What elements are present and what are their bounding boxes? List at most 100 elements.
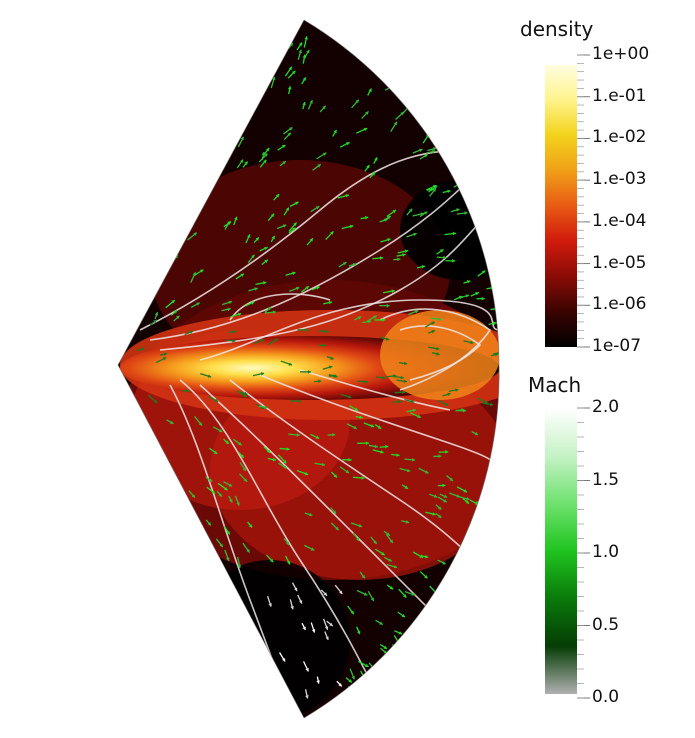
- density-tick-label: 1.e-03: [592, 169, 647, 190]
- velocity-arrow-head: [394, 66, 398, 71]
- mach-tick-label: 1.5: [592, 469, 620, 490]
- velocity-arrow-head: [403, 361, 408, 366]
- velocity-arrow-head: [443, 494, 448, 498]
- velocity-arrow-head: [489, 580, 494, 584]
- velocity-arrow: [497, 162, 500, 168]
- velocity-arrow-head: [442, 561, 446, 565]
- velocity-arrow-head: [291, 70, 296, 75]
- mach-colorbar-ticks: [577, 407, 590, 699]
- velocity-arrow: [399, 671, 408, 681]
- velocity-arrow: [213, 169, 217, 179]
- velocity-arrow-head: [264, 246, 268, 251]
- velocity-arrow-head: [354, 407, 358, 411]
- velocity-arrow: [194, 687, 197, 699]
- velocity-arrow-head: [465, 294, 469, 298]
- velocity-arrow-head: [433, 494, 438, 498]
- velocity-arrow-head: [330, 231, 334, 235]
- velocity-arrow-head: [349, 693, 353, 697]
- velocity-arrow-head: [373, 315, 377, 319]
- velocity-arrow-head: [199, 269, 204, 273]
- velocity-arrow: [120, 604, 125, 614]
- velocity-arrow-head: [270, 213, 275, 218]
- velocity-arrow-head: [302, 77, 306, 81]
- velocity-arrow-head: [250, 68, 254, 73]
- velocity-arrow-head: [438, 317, 442, 322]
- velocity-arrow-head: [305, 667, 309, 672]
- velocity-arrow-head: [210, 170, 214, 174]
- velocity-arrow: [129, 284, 133, 297]
- velocity-arrow-head: [168, 696, 172, 700]
- velocity-arrow-head: [484, 400, 488, 404]
- velocity-arrow-head: [443, 255, 447, 260]
- velocity-arrow-head: [460, 180, 464, 185]
- velocity-arrow: [483, 647, 491, 657]
- velocity-arrow-head: [193, 695, 198, 699]
- velocity-arrow: [402, 34, 409, 44]
- velocity-arrow-head: [225, 440, 229, 444]
- velocity-arrow-head: [170, 557, 175, 561]
- velocity-arrow-head: [489, 37, 493, 41]
- velocity-arrow-head: [155, 167, 160, 171]
- velocity-arrow-head: [218, 493, 222, 497]
- velocity-arrow-head: [285, 207, 289, 212]
- velocity-arrow-head: [333, 129, 337, 134]
- velocity-arrow-head: [298, 49, 303, 54]
- velocity-arrow: [162, 98, 165, 106]
- velocity-arrow-head: [458, 645, 462, 650]
- velocity-arrow-head: [374, 157, 378, 161]
- velocity-arrow-head: [134, 450, 139, 454]
- velocity-arrow-head: [412, 679, 417, 684]
- velocity-arrow-head: [332, 432, 336, 437]
- velocity-arrow-head: [283, 465, 287, 469]
- velocity-arrow-head: [202, 185, 206, 190]
- velocity-arrow-head: [385, 444, 389, 449]
- velocity-arrow: [177, 33, 180, 46]
- velocity-arrow: [118, 566, 120, 576]
- velocity-arrow-head: [244, 391, 248, 396]
- velocity-arrow-head: [461, 408, 465, 412]
- velocity-arrow-head: [386, 532, 391, 536]
- velocity-arrow-head: [310, 547, 315, 551]
- velocity-arrow-head: [404, 249, 409, 253]
- velocity-arrow: [248, 68, 254, 80]
- velocity-arrow-head: [361, 574, 365, 579]
- velocity-arrow-head: [374, 444, 378, 449]
- velocity-arrow-head: [389, 539, 393, 544]
- velocity-arrow-head: [456, 494, 460, 498]
- velocity-arrow-head: [328, 300, 333, 305]
- velocity-arrow-head: [366, 164, 370, 169]
- velocity-arrow-head: [484, 42, 488, 46]
- velocity-arrow: [375, 48, 386, 57]
- velocity-arrow: [471, 153, 481, 158]
- velocity-arrow: [339, 20, 346, 27]
- velocity-arrow-head: [498, 157, 500, 161]
- velocity-arrow-head: [355, 99, 359, 104]
- velocity-arrow-head: [383, 645, 388, 649]
- velocity-arrow: [478, 532, 488, 539]
- velocity-arrow-head: [155, 646, 160, 650]
- velocity-arrow-head: [293, 222, 297, 227]
- streamline: [379, 308, 492, 391]
- velocity-arrow-head: [153, 454, 158, 458]
- velocity-arrow-head: [425, 470, 429, 474]
- velocity-arrow-head: [173, 310, 178, 314]
- velocity-arrow-head: [207, 521, 211, 526]
- streamline: [139, 149, 471, 331]
- velocity-arrow-head: [246, 549, 250, 553]
- velocity-arrow-head: [208, 478, 213, 482]
- velocity-arrow-head: [444, 402, 449, 406]
- mach-legend-title: Mach: [528, 373, 582, 397]
- velocity-arrow-head: [302, 626, 306, 630]
- velocity-arrow: [479, 586, 488, 590]
- velocity-arrow: [447, 585, 457, 591]
- velocity-arrow-head: [264, 405, 268, 409]
- velocity-arrow: [135, 445, 138, 454]
- velocity-arrow: [141, 606, 145, 615]
- velocity-arrow: [471, 28, 482, 34]
- velocity-arrow-head: [163, 352, 168, 357]
- velocity-arrow: [139, 298, 142, 306]
- velocity-arrow: [344, 42, 354, 50]
- velocity-arrow: [481, 56, 488, 65]
- velocity-arrow-head: [487, 652, 491, 656]
- density-tick-label: 1e+00: [592, 44, 650, 64]
